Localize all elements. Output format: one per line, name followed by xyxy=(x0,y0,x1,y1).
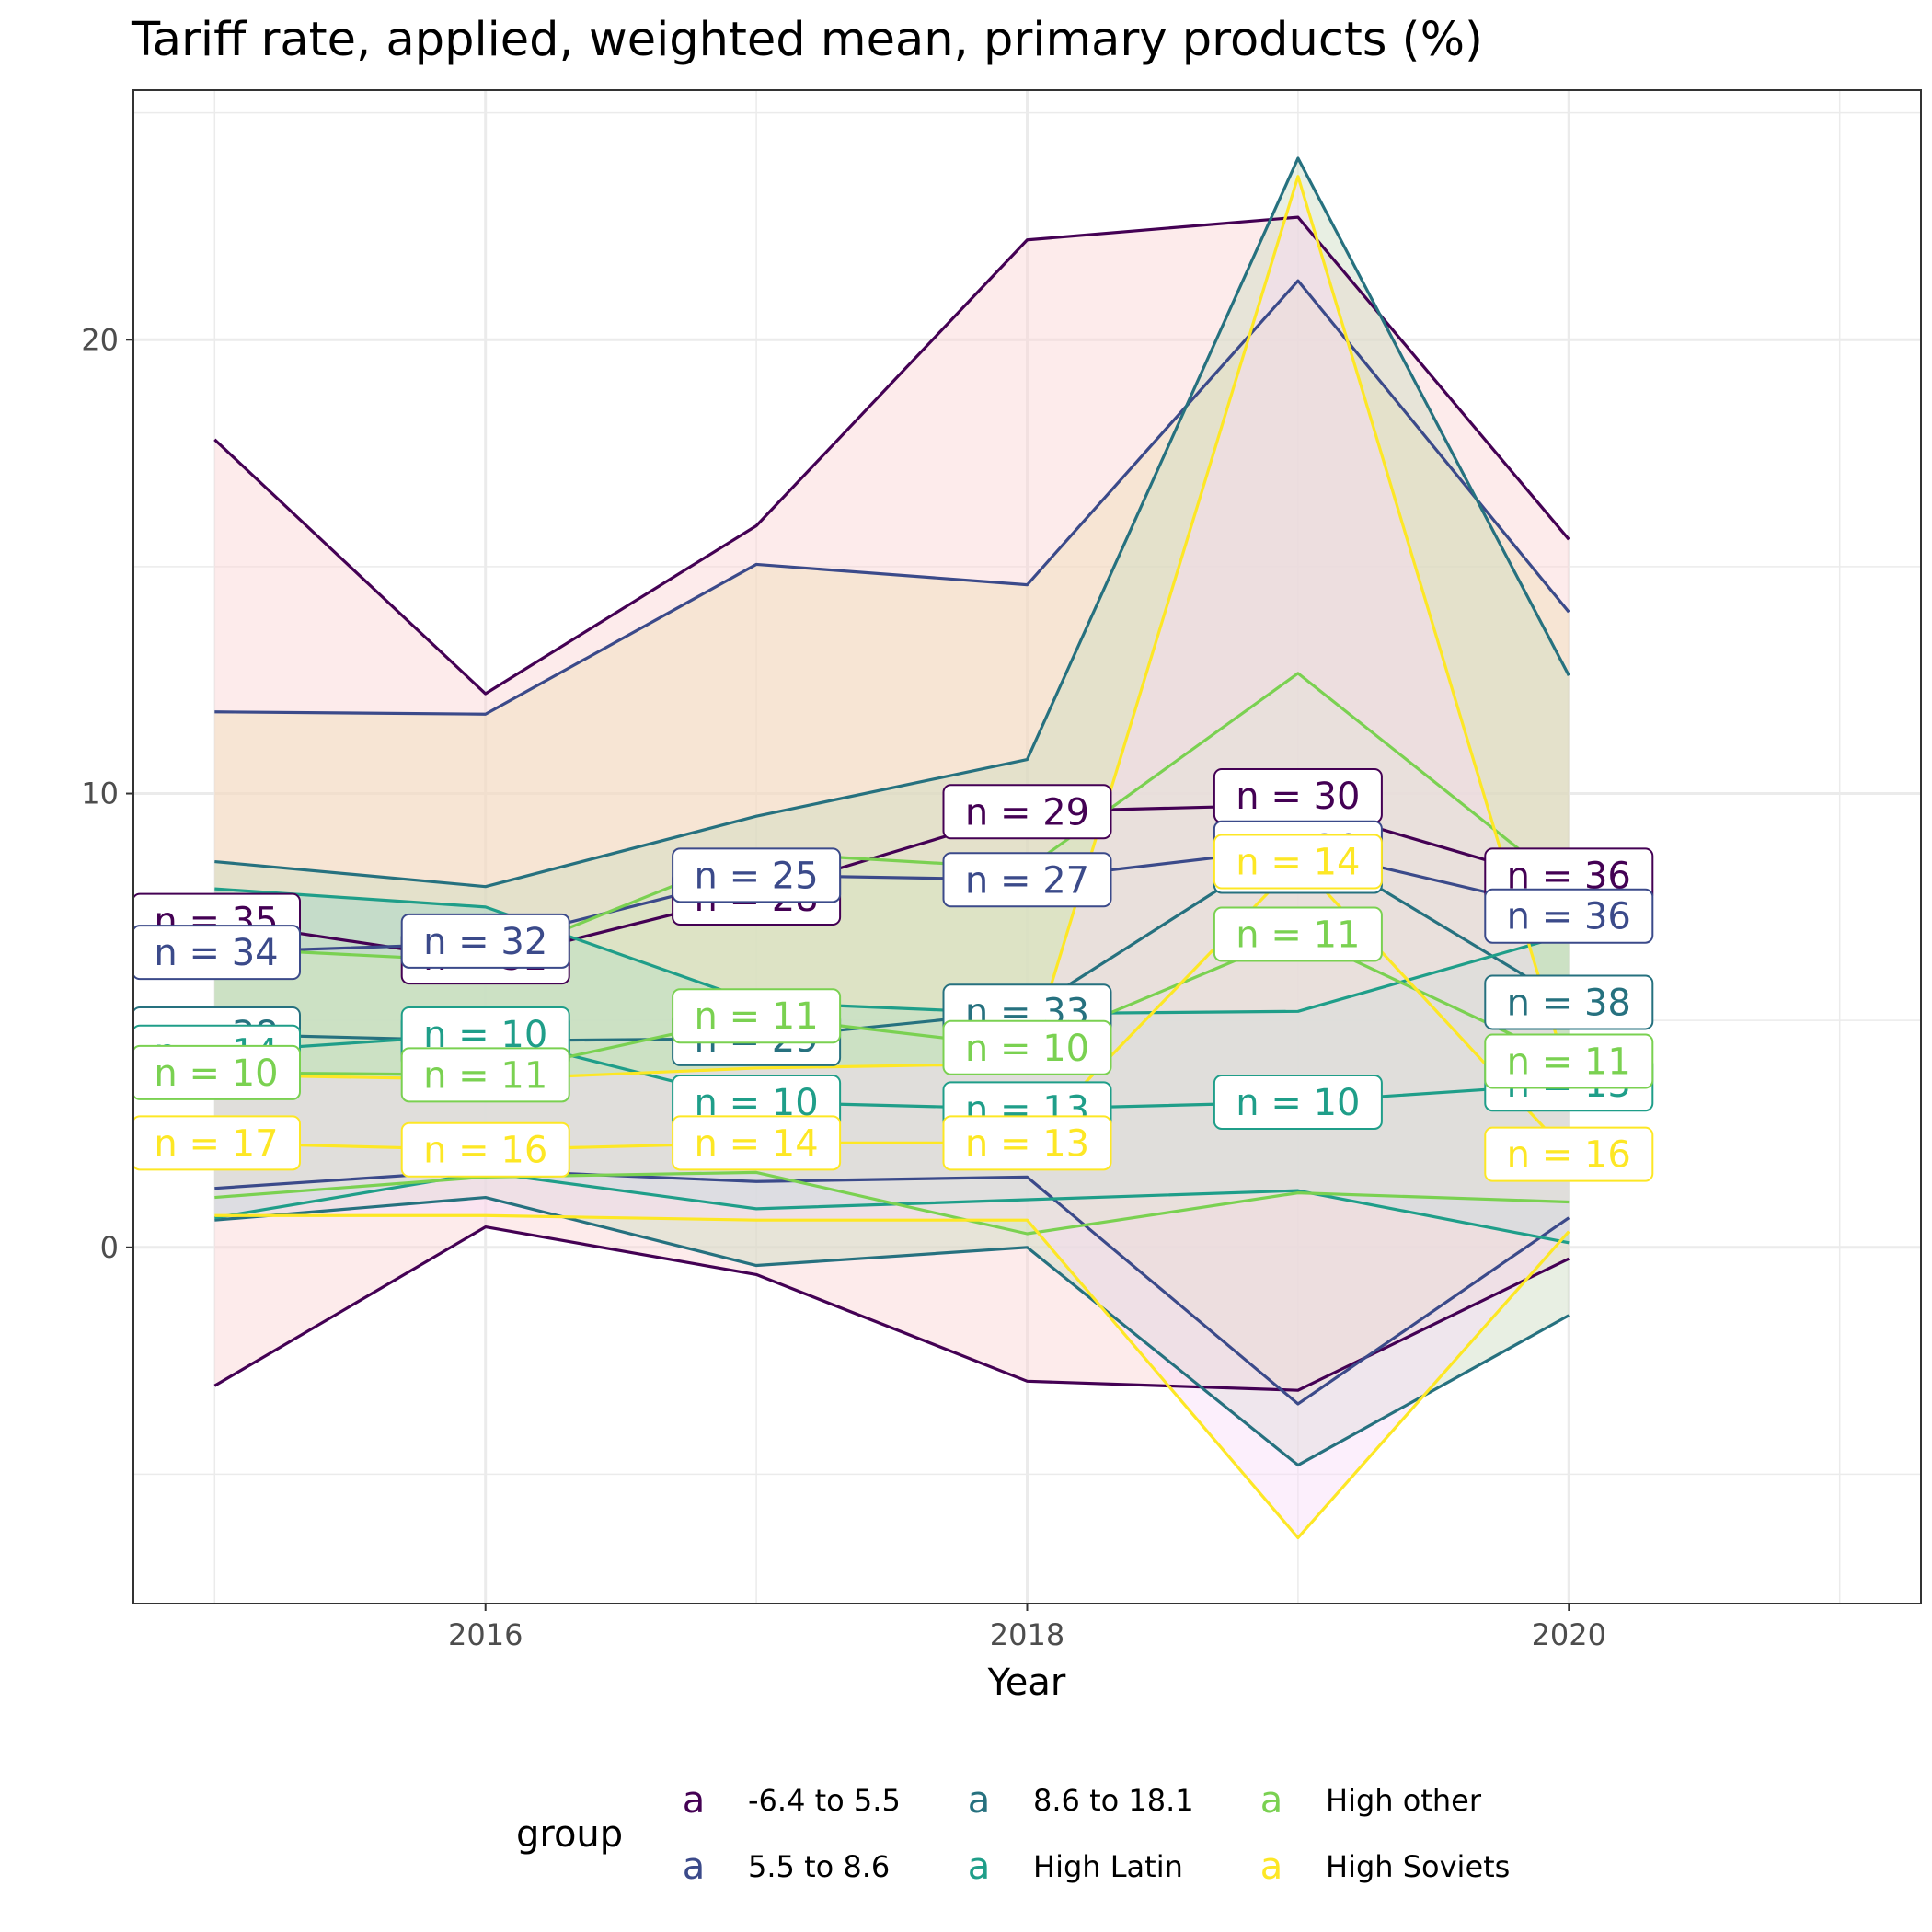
y-tick-label: 10 xyxy=(81,776,119,811)
n-label-box xyxy=(942,1019,1112,1075)
n-label-text: n = 11 xyxy=(423,1054,547,1097)
n-label-text: n = 17 xyxy=(154,1122,278,1165)
n-label-text: n = 13 xyxy=(965,1122,1089,1165)
y-axis: 0 10 20 xyxy=(81,322,133,1265)
legend-title: group xyxy=(516,1813,623,1856)
x-axis-title: Year xyxy=(987,1662,1066,1704)
n-label-text: n = 36 xyxy=(1507,896,1631,938)
x-tick-label: 2016 xyxy=(448,1617,523,1652)
n-label: n = 32 xyxy=(400,913,570,969)
n-label: n = 11 xyxy=(1484,1033,1654,1089)
n-label: n = 34 xyxy=(132,925,301,981)
legend-key: a xyxy=(683,1846,706,1888)
n-label-box xyxy=(942,784,1112,840)
n-label-text: n = 30 xyxy=(1236,776,1360,818)
n-label-text: n = 27 xyxy=(965,859,1089,902)
n-label-box xyxy=(1484,888,1654,944)
n-label: n = 11 xyxy=(1213,906,1383,962)
n-label-box xyxy=(400,913,570,969)
legend-key: a xyxy=(683,1779,706,1822)
n-label: n = 36 xyxy=(1484,888,1654,944)
n-label: n = 11 xyxy=(672,988,842,1044)
line-lower--6.4 to 5.5 xyxy=(213,1225,1570,1392)
n-label-box xyxy=(672,847,842,903)
n-label: n = 16 xyxy=(400,1121,570,1178)
n-label: n = 17 xyxy=(132,1115,301,1171)
band-High Soviets xyxy=(214,176,1570,1538)
legend-key: a xyxy=(968,1779,991,1822)
n-label-box xyxy=(672,988,842,1044)
n-label: n = 29 xyxy=(942,784,1112,840)
x-tick-label: 2020 xyxy=(1532,1617,1606,1652)
y-tick-label: 0 xyxy=(100,1230,119,1265)
n-label-text: n = 38 xyxy=(1507,982,1631,1024)
n-label: n = 14 xyxy=(1213,834,1383,890)
n-labels: n = 35n = 32n = 28n = 29n = 30n = 36n = … xyxy=(132,768,1654,1182)
n-label-box xyxy=(1484,974,1654,1030)
n-label-box xyxy=(1484,1126,1654,1182)
n-label-text: n = 10 xyxy=(154,1052,278,1095)
n-label-box xyxy=(1213,1074,1383,1130)
n-label-text: n = 14 xyxy=(695,1122,819,1165)
n-label-text: n = 34 xyxy=(154,932,278,974)
legend-label: High Latin xyxy=(1033,1849,1183,1884)
n-label-box xyxy=(942,852,1112,908)
legend-key: a xyxy=(1260,1846,1283,1888)
legend-label: 5.5 to 8.6 xyxy=(748,1849,890,1884)
n-label-box xyxy=(400,1121,570,1178)
n-label: n = 10 xyxy=(1213,1074,1383,1130)
n-label: n = 25 xyxy=(672,847,842,903)
n-label-text: n = 11 xyxy=(1236,914,1360,956)
n-label-text: n = 14 xyxy=(1236,842,1360,884)
n-label-text: n = 25 xyxy=(695,855,819,897)
n-label: n = 14 xyxy=(672,1115,842,1171)
legend: group a -6.4 to 5.5 a 5.5 to 8.6 a 8.6 to 18.… xyxy=(516,1779,1510,1888)
line-upper--6.4 to 5.5 xyxy=(213,215,1570,696)
n-label: n = 10 xyxy=(942,1019,1112,1075)
n-label: n = 38 xyxy=(1484,974,1654,1030)
plot-panel: n = 35n = 32n = 28n = 29n = 30n = 36n = … xyxy=(132,89,1922,1604)
n-label: n = 16 xyxy=(1484,1126,1654,1182)
legend-label: High other xyxy=(1326,1783,1482,1818)
n-label: n = 10 xyxy=(132,1044,301,1100)
legend-key: a xyxy=(968,1846,991,1888)
n-label-text: n = 11 xyxy=(1507,1041,1631,1084)
n-label: n = 30 xyxy=(1213,768,1383,824)
line-upper-8.6 to 18.1 xyxy=(214,156,1570,889)
n-label: n = 27 xyxy=(942,852,1112,908)
x-axis: 2016 2018 2020 xyxy=(448,1604,1606,1652)
legend-key: a xyxy=(1260,1779,1283,1822)
line-lower-High other xyxy=(214,1170,1570,1236)
n-label-box xyxy=(942,1115,1112,1171)
line-lower-High Soviets xyxy=(214,1213,1570,1540)
n-label-text: n = 32 xyxy=(423,921,547,963)
n-label-box xyxy=(400,1047,570,1103)
n-label-box xyxy=(672,1115,842,1171)
x-tick-label: 2018 xyxy=(990,1617,1064,1652)
n-label-text: n = 16 xyxy=(423,1130,547,1172)
n-label-text: n = 10 xyxy=(965,1028,1089,1070)
n-label: n = 13 xyxy=(942,1115,1112,1171)
n-label-box xyxy=(1484,1033,1654,1089)
n-label-text: n = 11 xyxy=(695,995,819,1038)
line-upper-High Latin xyxy=(214,887,1570,1016)
legend-label: -6.4 to 5.5 xyxy=(748,1783,901,1818)
y-tick-label: 20 xyxy=(81,322,119,357)
n-label-box xyxy=(1213,834,1383,890)
n-label-box xyxy=(1213,906,1383,962)
line-upper-5.5 to 8.6 xyxy=(214,279,1570,716)
line-lower-8.6 to 18.1 xyxy=(214,1195,1570,1467)
n-label-text: n = 29 xyxy=(965,791,1089,834)
legend-label: 8.6 to 18.1 xyxy=(1033,1783,1194,1818)
n-label-text: n = 16 xyxy=(1507,1134,1631,1177)
legend-label: High Soviets xyxy=(1326,1849,1510,1884)
n-label: n = 11 xyxy=(400,1047,570,1103)
n-label-text: n = 10 xyxy=(1236,1082,1360,1124)
chart-title: Tariff rate, applied, weighted mean, pri… xyxy=(131,13,1483,67)
